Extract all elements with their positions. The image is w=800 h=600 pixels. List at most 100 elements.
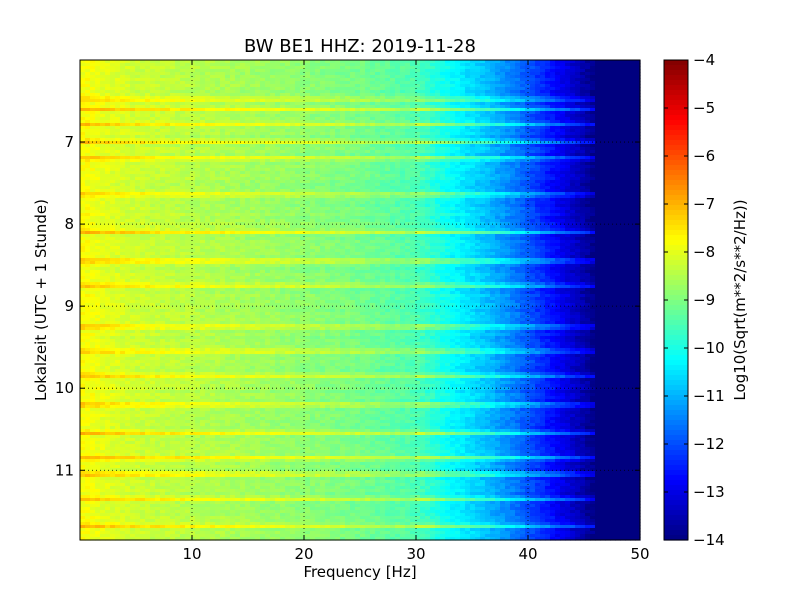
heatmap-cell <box>410 120 416 124</box>
heatmap-cell <box>255 108 261 112</box>
heatmap-cell <box>210 156 216 160</box>
heatmap-cell <box>270 63 276 67</box>
heatmap-cell <box>470 177 476 181</box>
heatmap-cell <box>315 72 321 76</box>
heatmap-cell <box>385 90 391 94</box>
heatmap-cell <box>420 144 426 148</box>
heatmap-cell <box>445 174 451 178</box>
heatmap-cell <box>220 153 226 157</box>
heatmap-cell <box>195 138 201 142</box>
heatmap-cell <box>285 159 291 163</box>
heatmap-cell <box>90 132 96 136</box>
heatmap-cell <box>520 189 526 193</box>
heatmap-cell <box>535 117 541 121</box>
heatmap-cell <box>550 60 556 64</box>
heatmap-cell <box>245 135 251 139</box>
heatmap-cell <box>460 147 466 151</box>
heatmap-cell <box>375 165 381 169</box>
heatmap-cell <box>355 147 361 151</box>
heatmap-cell <box>480 123 486 127</box>
heatmap-cell <box>570 156 576 160</box>
heatmap-cell <box>480 84 486 88</box>
heatmap-cell <box>315 177 321 181</box>
heatmap-cell <box>140 96 146 100</box>
heatmap-cell <box>330 111 336 115</box>
heatmap-cell <box>435 105 441 109</box>
heatmap-cell <box>230 105 236 109</box>
heatmap-cell <box>410 162 416 166</box>
heatmap-cell <box>570 90 576 94</box>
heatmap-cell <box>615 108 621 112</box>
heatmap-cell <box>90 114 96 118</box>
heatmap-cell <box>175 72 181 76</box>
heatmap-cell <box>625 81 631 85</box>
heatmap-cell <box>300 180 306 184</box>
heatmap-cell <box>480 162 486 166</box>
heatmap-cell <box>195 192 201 196</box>
heatmap-cell <box>460 171 466 175</box>
heatmap-cell <box>370 183 376 187</box>
heatmap-cell <box>265 141 271 145</box>
heatmap-cell <box>455 162 461 166</box>
heatmap-cell <box>305 147 311 151</box>
heatmap-cell <box>295 93 301 97</box>
heatmap-cell <box>195 72 201 76</box>
heatmap-cell <box>620 90 626 94</box>
heatmap-cell <box>405 99 411 103</box>
heatmap-cell <box>130 78 136 82</box>
heatmap-cell <box>495 69 501 73</box>
heatmap-cell <box>360 156 366 160</box>
heatmap-cell <box>515 177 521 181</box>
heatmap-cell <box>350 162 356 166</box>
heatmap-cell <box>545 165 551 169</box>
heatmap-cell <box>270 81 276 85</box>
heatmap-cell <box>510 78 516 82</box>
heatmap-cell <box>175 117 181 121</box>
heatmap-cell <box>410 117 416 121</box>
heatmap-cell <box>105 114 111 118</box>
heatmap-cell <box>480 120 486 124</box>
heatmap-cell <box>605 87 611 91</box>
heatmap-cell <box>475 189 481 193</box>
heatmap-cell <box>185 171 191 175</box>
heatmap-cell <box>230 108 236 112</box>
heatmap-cell <box>290 183 296 187</box>
heatmap-cell <box>540 78 546 82</box>
heatmap-cell <box>290 189 296 193</box>
heatmap-cell <box>440 87 446 91</box>
heatmap-cell <box>615 189 621 193</box>
heatmap-cell <box>420 129 426 133</box>
heatmap-cell <box>210 117 216 121</box>
heatmap-cell <box>325 129 331 133</box>
heatmap-cell <box>450 69 456 73</box>
heatmap-cell <box>355 75 361 79</box>
heatmap-cell <box>370 138 376 142</box>
heatmap-cell <box>200 117 206 121</box>
heatmap-cell <box>310 147 316 151</box>
heatmap-cell <box>265 180 271 184</box>
heatmap-cell <box>420 75 426 79</box>
heatmap-cell <box>315 186 321 190</box>
heatmap-cell <box>460 138 466 142</box>
heatmap-cell <box>80 111 86 115</box>
heatmap-cell <box>150 165 156 169</box>
heatmap-cell <box>535 162 541 166</box>
heatmap-cell <box>220 60 226 64</box>
heatmap-cell <box>480 117 486 121</box>
heatmap-cell <box>300 72 306 76</box>
heatmap-cell <box>120 186 126 190</box>
heatmap-cell <box>405 78 411 82</box>
heatmap-cell <box>535 63 541 67</box>
heatmap-cell <box>80 108 86 112</box>
heatmap-cell <box>490 69 496 73</box>
heatmap-cell <box>595 183 601 187</box>
heatmap-cell <box>240 132 246 136</box>
heatmap-cell <box>115 78 121 82</box>
heatmap-cell <box>480 93 486 97</box>
heatmap-cell <box>220 111 226 115</box>
heatmap-cell <box>170 111 176 115</box>
heatmap-cell <box>205 186 211 190</box>
heatmap-cell <box>95 192 101 196</box>
heatmap-cell <box>280 69 286 73</box>
heatmap-cell <box>405 186 411 190</box>
